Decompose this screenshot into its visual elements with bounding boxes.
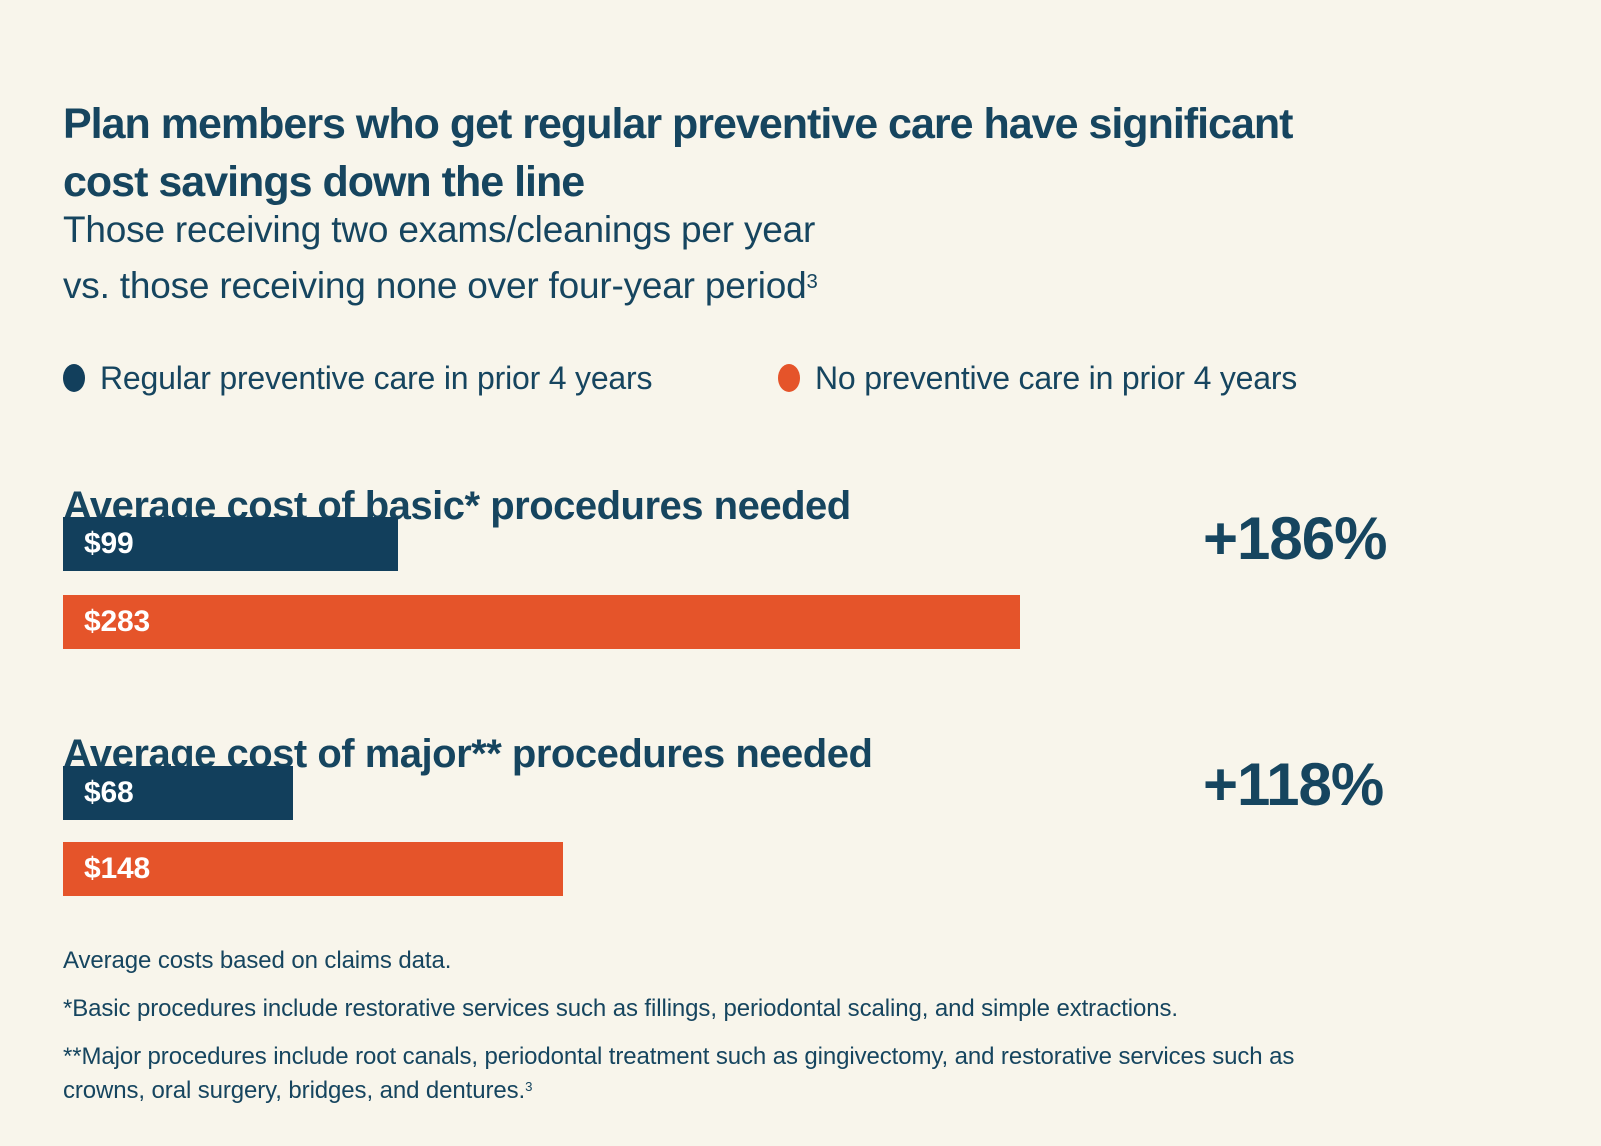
bar-value-major-none: $148 — [84, 852, 150, 885]
chart-legend: Regular preventive care in prior 4 years… — [0, 358, 1601, 398]
bar-value-basic-none: $283 — [84, 605, 150, 638]
chart-subtitle-line2: vs. those receiving none over four-year … — [63, 258, 1163, 320]
footnote-claims-data: Average costs based on claims data. — [63, 947, 452, 974]
bar-value-major-regular: $68 — [84, 776, 134, 809]
chart-subtitle-line1: Those receiving two exams/cleanings per … — [63, 209, 816, 250]
footnotes: Average costs based on claims data. *Bas… — [63, 944, 1343, 1122]
legend-dot-navy-icon — [63, 364, 85, 392]
legend-label-regular-care: Regular preventive care in prior 4 years — [100, 359, 653, 396]
bar-major-regular-care: $68 — [63, 766, 293, 820]
footnote-basic-procedures: *Basic procedures include restorative se… — [63, 995, 1178, 1022]
page-title: Plan members who get regular preventive … — [63, 95, 1483, 211]
bar-basic-no-care: $283 — [63, 595, 1020, 649]
percent-increase-basic: +186% — [1203, 505, 1387, 572]
bar-major-no-care: $148 — [63, 842, 563, 896]
percent-increase-major: +118% — [1203, 751, 1384, 818]
page-title-line2: cost savings down the line — [63, 157, 585, 206]
page-title-line1: Plan members who get regular preventive … — [63, 99, 1293, 148]
chart-subtitle: Those receiving two exams/cleanings per … — [63, 202, 1163, 320]
legend-item-no-care: No preventive care in prior 4 years — [778, 358, 1297, 398]
footnote-ref-3: 3 — [806, 270, 818, 293]
bar-basic-regular-care: $99 — [63, 517, 398, 571]
legend-label-no-care: No preventive care in prior 4 years — [815, 359, 1298, 396]
legend-dot-orange-icon — [778, 364, 800, 392]
chart-subtitle-line2-text: vs. those receiving none over four-year … — [63, 265, 807, 306]
legend-item-regular-care: Regular preventive care in prior 4 years — [63, 358, 652, 398]
footnote-major-procedures: **Major procedures include root canals, … — [63, 1043, 1295, 1104]
bar-value-basic-regular: $99 — [84, 527, 134, 560]
